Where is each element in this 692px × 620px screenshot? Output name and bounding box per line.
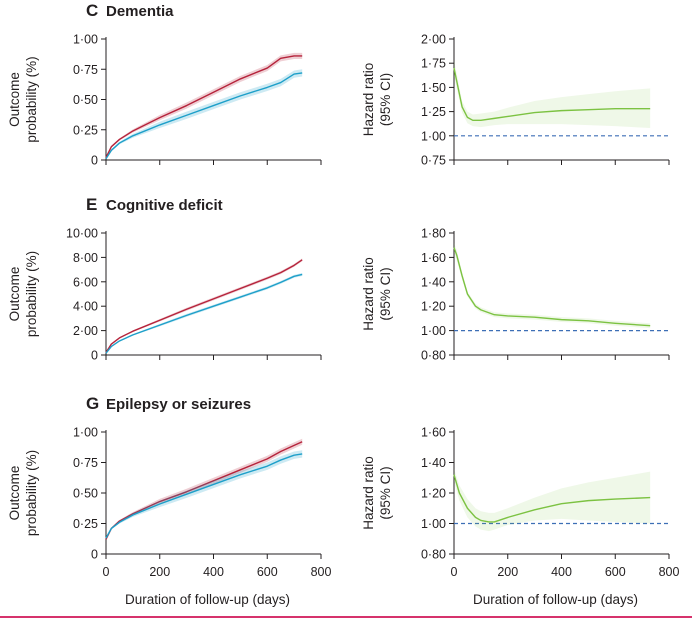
- y-tick-label: 0·25: [73, 517, 98, 531]
- ci-band-series-blue: [106, 69, 303, 160]
- y-axis-label-line: Hazard ratio: [361, 257, 376, 331]
- y-tick-label: 1·75: [421, 57, 446, 71]
- panel-C-right: 0·75 1·00 1·25 1·50 1·75 2·00 Hazard ratio (95%…: [361, 33, 670, 168]
- ci-band-hazard-ratio: [454, 242, 651, 329]
- panel-E-left: E Cognitive deficit 0 2·00 4·00 6·00 8·00 10·00…: [7, 195, 322, 363]
- x-tick-label: 0: [103, 565, 110, 579]
- y-tick-label: 6·00: [73, 275, 98, 289]
- y-axis-label-line: probability (%): [24, 450, 39, 536]
- x-tick-label: 0: [451, 565, 458, 579]
- x-tick-label: 800: [659, 565, 680, 579]
- y-tick-label: 0: [91, 154, 98, 168]
- series-line-hazard-ratio: [453, 474, 651, 523]
- x-tick-label: 800: [311, 565, 332, 579]
- ci-band-hazard-ratio: [454, 468, 651, 532]
- series-line-series-blue: [105, 72, 303, 160]
- y-tick-label: 0·75: [73, 63, 98, 77]
- panel-letter-C: C: [86, 1, 98, 20]
- series-line-series-red: [105, 441, 303, 540]
- y-tick-label: 0·25: [73, 123, 98, 137]
- y-axis-label-line: probability (%): [24, 56, 39, 142]
- y-tick-label: 1·80: [421, 227, 446, 241]
- x-tick-label: 400: [203, 565, 224, 579]
- series-line-hazard-ratio: [453, 67, 651, 122]
- panel-title-E: Cognitive deficit: [106, 197, 223, 214]
- y-tick-label: 1·20: [421, 487, 446, 501]
- y-tick-label: 1·25: [421, 105, 446, 119]
- y-axis-label-line: (95% CI): [378, 466, 393, 519]
- panel-G-left: G Epilepsy or seizures 0 0·25 0·50 0·75 1·00 0 2…: [7, 394, 331, 607]
- y-tick-label: 0: [91, 548, 98, 562]
- panel-letter-G: G: [86, 394, 99, 413]
- y-tick-label: 10·00: [66, 227, 98, 241]
- y-tick-label: 0·75: [421, 154, 446, 168]
- series-line-series-blue: [105, 453, 303, 539]
- y-tick-label: 0·50: [73, 487, 98, 501]
- x-tick-label: 600: [257, 565, 278, 579]
- y-tick-label: 1·50: [421, 81, 446, 95]
- y-tick-label: 1·00: [421, 129, 446, 143]
- x-axis-label: Duration of follow-up (days): [125, 592, 290, 607]
- y-tick-label: 1·40: [421, 275, 446, 289]
- panel-C-left: C Dementia 0 0·25 0·50 0·75 1·00 Outcome probabi…: [7, 1, 322, 168]
- y-tick-label: 0: [91, 349, 98, 363]
- series-line-series-red: [105, 55, 303, 158]
- y-tick-label: 1·60: [421, 251, 446, 265]
- y-tick-label: 1·60: [421, 426, 446, 440]
- y-tick-label: 0·80: [421, 349, 446, 363]
- ci-band-series-blue: [106, 450, 303, 539]
- panel-letter-E: E: [86, 195, 97, 214]
- panel-G-right: 0·80 1·00 1·20 1·40 1·60 0 200 400 600 800 Duratio…: [361, 426, 679, 608]
- y-tick-label: 0·50: [73, 93, 98, 107]
- x-tick-label: 200: [149, 565, 170, 579]
- y-tick-label: 1·00: [73, 33, 98, 47]
- y-tick-label: 0·80: [421, 548, 446, 562]
- y-axis-label-line: Outcome: [7, 466, 22, 521]
- y-axis-label-line: probability (%): [24, 251, 39, 337]
- bottom-accent-rule: [0, 616, 692, 618]
- y-tick-label: 2·00: [73, 324, 98, 338]
- x-axis-label: Duration of follow-up (days): [473, 592, 638, 607]
- panel-title-G: Epilepsy or seizures: [106, 396, 251, 413]
- y-axis-label-line: Hazard ratio: [361, 456, 376, 530]
- y-tick-label: 4·00: [73, 300, 98, 314]
- y-axis-label-line: Hazard ratio: [361, 63, 376, 137]
- y-axis-label-line: (95% CI): [378, 267, 393, 320]
- x-tick-label: 200: [497, 565, 518, 579]
- y-tick-label: 1·40: [421, 456, 446, 470]
- y-tick-label: 2·00: [421, 33, 446, 47]
- y-axis-label-line: Outcome: [7, 267, 22, 322]
- panel-E-right: 0·80 1·00 1·20 1·40 1·60 1·80 Hazard ratio (95%…: [361, 227, 670, 363]
- y-axis-label-line: (95% CI): [378, 73, 393, 126]
- series-line-series-red: [105, 259, 303, 353]
- y-tick-label: 1·00: [73, 426, 98, 440]
- y-axis-label-line: Outcome: [7, 72, 22, 127]
- ci-band-hazard-ratio: [454, 60, 651, 129]
- series-line-series-blue: [105, 273, 303, 354]
- y-tick-label: 1·00: [421, 324, 446, 338]
- series-line-hazard-ratio: [453, 247, 651, 327]
- x-tick-label: 600: [605, 565, 626, 579]
- y-tick-label: 8·00: [73, 251, 98, 265]
- y-tick-label: 1·00: [421, 517, 446, 531]
- y-tick-label: 0·75: [73, 456, 98, 470]
- panel-title-C: Dementia: [106, 3, 174, 20]
- y-tick-label: 1·20: [421, 300, 446, 314]
- ci-band-series-red: [106, 258, 303, 353]
- x-tick-label: 400: [551, 565, 572, 579]
